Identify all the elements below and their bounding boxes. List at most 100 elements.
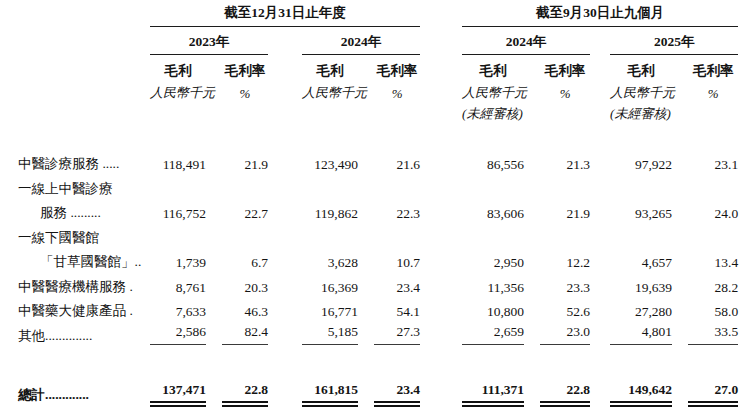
cell-value: 22.7 [222,198,268,223]
cell-value: 24.0 [688,198,738,223]
cell-value: 6.7 [222,247,268,272]
cell-value: 27.3 [374,320,420,345]
total-value: 22.8 [540,372,590,404]
unit-percent: % [688,80,738,102]
unit-percent: % [540,80,590,102]
cell-value: 23.4 [374,271,420,296]
cell-value: 82.4 [222,320,268,345]
cell-value: 93,265 [610,198,672,223]
cell-value: 3,628 [302,247,358,272]
table-row: 服務 ......... 116,752 22.7 119,862 22.3 8… [18,198,738,223]
cell-value: 16,771 [302,296,358,321]
row-label: 一線上中醫診療 [18,173,150,198]
cell-value: 123,490 [302,123,358,173]
col-header-gross-profit: 毛利 [302,55,358,81]
column-header-row: 毛利 毛利率 毛利 毛利率 毛利 毛利率 毛利 毛利率 [18,55,738,81]
col-header-gross-margin: 毛利率 [540,55,590,81]
cell-value: 19,639 [610,271,672,296]
cell-value: 22.3 [374,198,420,223]
total-value: 111,371 [462,372,524,404]
unaudited-label: (未經審核) [610,102,672,123]
unit-rmb-thousand: 人民幣千元 [462,80,524,102]
cell-value: 10,800 [462,296,524,321]
col-header-gross-profit: 毛利 [462,55,524,81]
cell-value: 23.0 [540,320,590,345]
cell-value: 118,491 [150,123,206,173]
units-row: 人民幣千元 % 人民幣千元 % 人民幣千元 % 人民幣千元 % [18,80,738,102]
cell-value: 20.3 [222,271,268,296]
cell-value: 23.3 [540,271,590,296]
unit-percent: % [374,80,420,102]
cell-value: 119,862 [302,198,358,223]
unit-rmb-thousand: 人民幣千元 [302,80,358,102]
total-value: 23.4 [374,372,420,404]
total-label: 總計............. [18,372,150,404]
total-value: 27.0 [688,372,738,404]
cell-value: 52.6 [540,296,590,321]
cell-value: 2,950 [462,247,524,272]
table-row: 一線下國醫館 [18,222,738,247]
row-label: 其他.............. [18,320,150,345]
cell-value: 5,185 [302,320,358,345]
year-2024-9m: 2024年 [462,27,590,55]
year-header-row: 2023年 2024年 2024年 2025年 [18,27,738,55]
total-value: 22.8 [222,372,268,404]
cell-value: 1,739 [150,247,206,272]
cell-value: 10.7 [374,247,420,272]
unit-rmb-thousand: 人民幣千元 [150,80,206,102]
cell-value: 4,801 [610,320,672,345]
table-row: 中醫診療服務 ..... 118,491 21.9 123,490 21.6 8… [18,123,738,173]
row-label: 中醫醫療機構服務 . [18,271,150,296]
col-header-gross-profit: 毛利 [610,55,672,81]
row-label: 服務 ......... [18,198,150,223]
total-value: 137,471 [150,372,206,404]
row-label: 「甘草國醫館」.. [18,247,150,272]
cell-value: 16,369 [302,271,358,296]
table-row: 一線上中醫診療 [18,173,738,198]
cell-value: 2,659 [462,320,524,345]
table-row: 「甘草國醫館」.. 1,739 6.7 3,628 10.7 2,950 12.… [18,247,738,272]
period-header-fy: 截至12月31日止年度 [150,4,420,27]
cell-value: 46.3 [222,296,268,321]
cell-value: 11,356 [462,271,524,296]
cell-value: 7,633 [150,296,206,321]
year-2024: 2024年 [302,27,420,55]
unaudited-row: (未經審核) (未經審核) [18,102,738,123]
cell-value: 13.4 [688,247,738,272]
total-row: 總計............. 137,471 22.8 161,815 23.… [18,372,738,404]
period-header-row: 截至12月31日止年度 截至9月30日止九個月 [18,4,738,27]
cell-value: 21.3 [540,123,590,173]
spacer-row [18,345,738,373]
total-value: 149,642 [610,372,672,404]
cell-value: 21.9 [540,198,590,223]
table-row: 其他.............. 2,586 82.4 5,185 27.3 2… [18,320,738,345]
table-row: 中醫藥大健康產品 . 7,633 46.3 16,771 54.1 10,800… [18,296,738,321]
cell-value: 83,606 [462,198,524,223]
cell-value: 58.0 [688,296,738,321]
cell-value: 54.1 [374,296,420,321]
row-label: 中醫藥大健康產品 . [18,296,150,321]
cell-value: 23.1 [688,123,738,173]
cell-value: 8,761 [150,271,206,296]
gross-profit-table: 截至12月31日止年度 截至9月30日止九個月 2023年 2024年 2024… [18,4,738,407]
year-2023: 2023年 [150,27,268,55]
cell-value: 116,752 [150,198,206,223]
table-row: 中醫醫療機構服務 . 8,761 20.3 16,369 23.4 11,356… [18,271,738,296]
cell-value: 27,280 [610,296,672,321]
cell-value: 4,657 [610,247,672,272]
unit-percent: % [222,80,268,102]
period-header-9m: 截至9月30日止九個月 [462,4,738,27]
row-label: 一線下國醫館 [18,222,150,247]
col-header-gross-margin: 毛利率 [222,55,268,81]
cell-value: 21.6 [374,123,420,173]
cell-value: 2,586 [150,320,206,345]
cell-value: 97,922 [610,123,672,173]
row-label: 中醫診療服務 ..... [18,123,150,173]
col-header-gross-margin: 毛利率 [374,55,420,81]
cell-value: 28.2 [688,271,738,296]
unit-rmb-thousand: 人民幣千元 [610,80,672,102]
cell-value: 21.9 [222,123,268,173]
total-value: 161,815 [302,372,358,404]
cell-value: 12.2 [540,247,590,272]
cell-value: 86,556 [462,123,524,173]
